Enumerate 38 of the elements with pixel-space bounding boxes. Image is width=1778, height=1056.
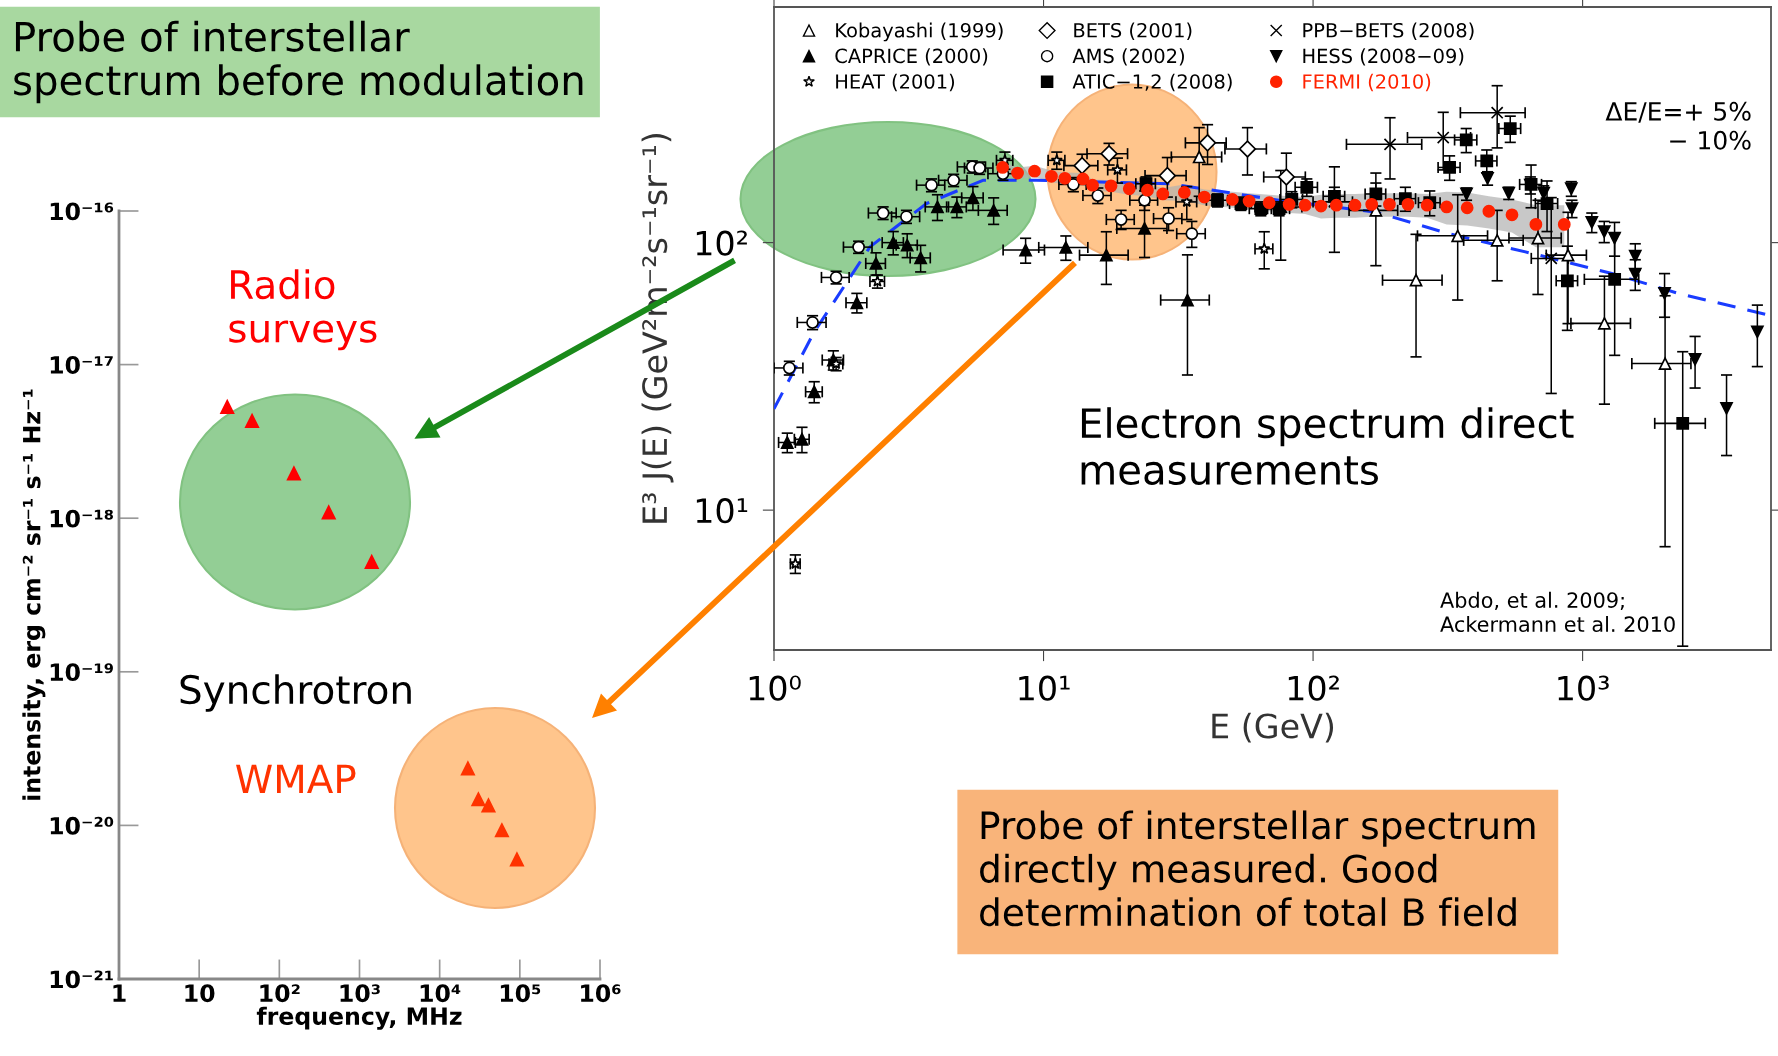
text: WMAP [236, 764, 356, 794]
x-tick-label: 10¹ [1019, 675, 1070, 701]
legend-label: ATIC−1,2 (2008) [1072, 73, 1232, 92]
x-tick-label: 10 [185, 984, 215, 1003]
legend-label: PPB−BETS (2008) [1303, 22, 1474, 40]
legend-label: HEAT (2001) [836, 73, 955, 92]
x-tick-label: 1 [113, 984, 126, 1002]
annotation: Synchrotron [180, 674, 411, 712]
x-tick-label: 10² [1288, 675, 1339, 701]
x-tick-label: 10³ [1558, 675, 1609, 701]
x-tick-label: 10⁶ [581, 984, 621, 1003]
legend-label: CAPRICE (2000) [835, 48, 988, 66]
text: Probe of interstellar spectrum directly measured. Good determination of total B field [980, 810, 1535, 927]
legend-label: AMS (2002) [1072, 48, 1184, 66]
annotation: ΔE/E=+ 5% − 10% [1605, 101, 1751, 150]
series-label: Radio surveys [229, 269, 377, 351]
y-tick-label: 10⁻¹⁹ [50, 663, 113, 682]
legend-label: FERMI (2010) [1303, 73, 1431, 92]
annotation: Abdo, et al. 2009; Ackermann et al. 2010 [1440, 591, 1675, 633]
text: Probe of interstellar spectrum before modulation [14, 20, 583, 104]
y-tick-label: 10⁻²⁰ [50, 816, 114, 835]
x-tick-label: 10⁰ [749, 675, 801, 701]
y-tick-label: 10⁻¹⁶ [50, 202, 114, 221]
x-tick-label: 10⁴ [420, 984, 461, 1003]
x-tick-label: 10² [260, 984, 300, 1003]
x-tick-label: 10³ [340, 984, 380, 1003]
annotation: Electron spectrum direct measurements [1081, 407, 1574, 485]
x-tick-label: 10⁵ [500, 984, 541, 1003]
y-tick-label: 10⁻¹⁷ [50, 356, 113, 374]
x-axis-title: E (GeV) [1212, 712, 1334, 743]
legend-label: HESS (2008−09) [1303, 48, 1464, 66]
legend-label: BETS (2001) [1074, 22, 1192, 40]
legend-label: Kobayashi (1999) [836, 22, 1003, 42]
y-axis-title: E³ J(E) (GeV²m⁻²s⁻¹sr⁻¹) [641, 133, 674, 523]
y-tick-label: 10⁻¹⁸ [50, 509, 113, 528]
y-tick-label: 10⁻²¹ [50, 970, 113, 989]
y-axis-title: intensity, erg cm⁻² sr⁻¹ s⁻¹ Hz⁻¹ [22, 389, 46, 800]
x-axis-title: frequency, MHz [256, 1006, 462, 1030]
